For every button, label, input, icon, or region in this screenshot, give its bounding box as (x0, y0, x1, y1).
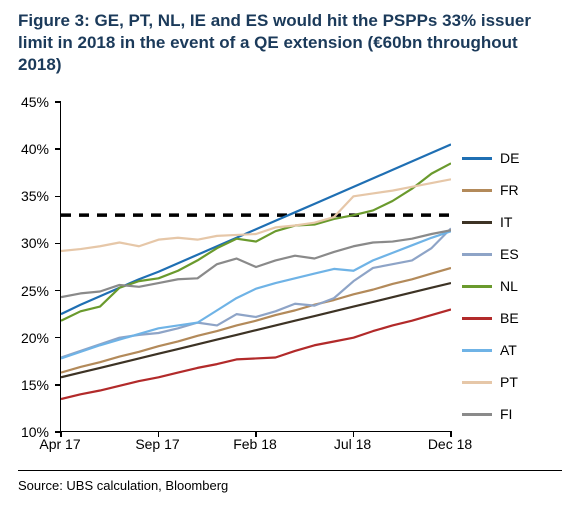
plot-svg (61, 102, 451, 432)
source-text: Source: UBS calculation, Bloomberg (18, 478, 228, 493)
legend-item-fr: FR (462, 182, 572, 198)
y-tick-label: 45% (21, 94, 49, 110)
y-tick-label: 25% (21, 283, 49, 299)
legend-swatch (462, 189, 492, 192)
legend-item-fi: FI (462, 406, 572, 422)
y-axis-labels: 10%15%20%25%30%35%40%45% (0, 102, 55, 432)
series-line-be (61, 309, 451, 399)
x-tick-label: Dec 18 (428, 436, 472, 452)
legend-swatch (462, 349, 492, 352)
series-line-it (61, 283, 451, 377)
plot-area (60, 102, 450, 432)
legend-label: AT (500, 342, 517, 358)
legend-swatch (462, 157, 492, 160)
y-tick-label: 30% (21, 235, 49, 251)
legend-item-it: IT (462, 214, 572, 230)
legend-item-de: DE (462, 150, 572, 166)
y-tick-label: 20% (21, 330, 49, 346)
legend-label: IT (500, 214, 512, 230)
legend-item-be: BE (462, 310, 572, 326)
footer-rule (18, 470, 562, 471)
y-tick-label: 40% (21, 141, 49, 157)
legend-label: ES (500, 246, 519, 262)
legend-item-at: AT (462, 342, 572, 358)
series-line-fr (61, 268, 451, 373)
series-line-es (61, 228, 451, 357)
legend-swatch (462, 221, 492, 224)
legend-label: PT (500, 374, 518, 390)
legend-swatch (462, 317, 492, 320)
legend-label: BE (500, 310, 519, 326)
y-tick-label: 35% (21, 188, 49, 204)
legend-label: DE (500, 150, 519, 166)
x-tick-label: Jul 18 (334, 436, 371, 452)
legend-label: NL (500, 278, 518, 294)
legend: DE FR IT ES NL BE AT PT FI (462, 150, 572, 438)
legend-swatch (462, 413, 492, 416)
figure: Figure 3: GE, PT, NL, IE and ES would hi… (0, 0, 580, 505)
legend-swatch (462, 253, 492, 256)
x-tick-label: Sep 17 (135, 436, 179, 452)
chart-title: Figure 3: GE, PT, NL, IE and ES would hi… (18, 10, 562, 76)
legend-label: FR (500, 182, 519, 198)
x-tick-label: Apr 17 (39, 436, 80, 452)
legend-label: FI (500, 406, 512, 422)
legend-item-es: ES (462, 246, 572, 262)
legend-swatch (462, 381, 492, 384)
y-tick-label: 15% (21, 377, 49, 393)
legend-item-nl: NL (462, 278, 572, 294)
legend-item-pt: PT (462, 374, 572, 390)
series-line-at (61, 231, 451, 358)
x-axis-labels: Apr 17Sep 17Feb 18Jul 18Dec 18 (60, 436, 450, 460)
x-tick-label: Feb 18 (233, 436, 277, 452)
legend-swatch (462, 285, 492, 288)
